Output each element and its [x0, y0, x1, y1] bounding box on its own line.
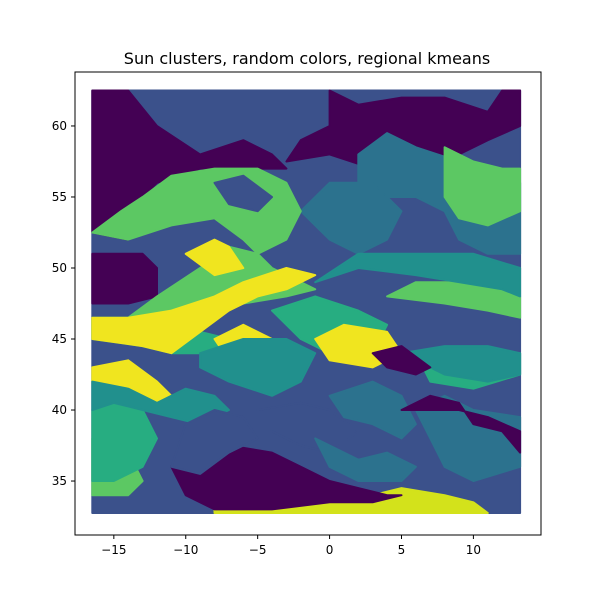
- y-tick-label: 60: [52, 119, 67, 133]
- cluster-regions: [91, 89, 522, 514]
- cluster-region-2: [414, 394, 522, 482]
- cluster-region-0: [400, 394, 522, 454]
- y-tick-label: 35: [52, 474, 67, 488]
- cluster-region-0: [371, 345, 432, 376]
- x-tick-label: 0: [326, 543, 334, 557]
- x-tick-label: −5: [249, 543, 267, 557]
- y-tick-label: 55: [52, 190, 67, 204]
- plot-frame: [74, 71, 542, 536]
- y-tick-label: 45: [52, 332, 67, 346]
- chart-title: Sun clusters, random colors, regional km…: [124, 49, 490, 68]
- cluster-region-1: [256, 401, 360, 454]
- y-tick-label: 50: [52, 261, 67, 275]
- cluster-region-6: [91, 267, 317, 355]
- cluster-region-2: [314, 437, 417, 482]
- cluster-region-2: [299, 181, 403, 255]
- cluster-region-1: [170, 409, 259, 475]
- cluster-region-3: [400, 345, 522, 383]
- y-tick-label: 40: [52, 403, 67, 417]
- x-tick-label: 10: [466, 543, 481, 557]
- cluster-region-5: [443, 146, 522, 227]
- cluster-region-0: [285, 89, 522, 170]
- cluster-region-3: [314, 252, 522, 298]
- x-tick-label: −15: [101, 543, 126, 557]
- axis-ticks: −15 −10 −5 0 5 10 35 40 45 50 55 60: [52, 119, 481, 557]
- cluster-region-0: [170, 423, 403, 511]
- cluster-region-3: [199, 338, 317, 397]
- x-tick-label: −10: [173, 543, 198, 557]
- cluster-region-2: [328, 380, 417, 440]
- cluster-region-0: [91, 252, 158, 305]
- cluster-region-6: [184, 238, 245, 277]
- cluster-region-5: [386, 281, 522, 319]
- cluster-region-1: [213, 174, 273, 213]
- cluster-group: [91, 89, 522, 514]
- x-tick-label: 5: [398, 543, 406, 557]
